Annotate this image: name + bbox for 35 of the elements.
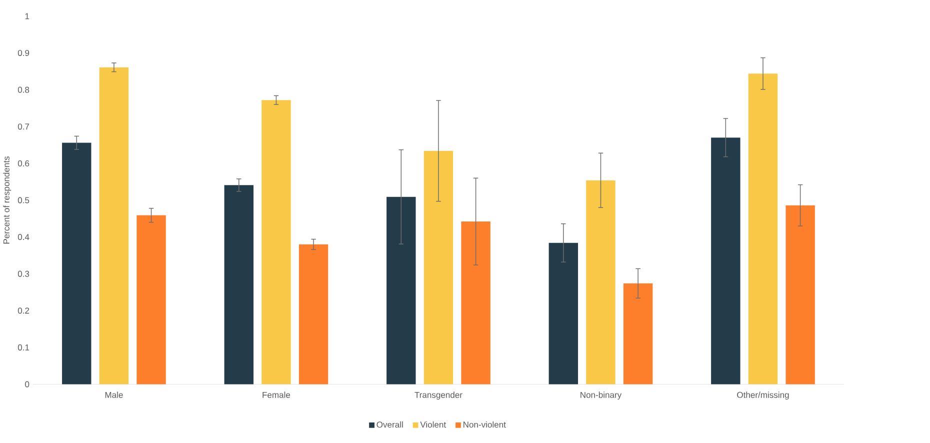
y-tick-label: 0.1 [18, 344, 30, 350]
y-tick-label: 0.9 [18, 50, 30, 56]
x-tick-label: Male [105, 392, 123, 398]
x-tick-label: Transgender [414, 392, 462, 400]
y-axis-title: Percent of respondents [3, 156, 12, 244]
bar [262, 100, 291, 384]
x-tick-label: Female [262, 392, 290, 398]
bar [461, 221, 490, 384]
bar [62, 142, 92, 384]
y-tick-label: 1 [25, 13, 30, 19]
y-tick-label: 0 [25, 381, 30, 388]
legend-label: Non-violent [464, 421, 506, 428]
y-tick-label: 0.2 [18, 308, 30, 314]
bar [748, 73, 778, 384]
bar [548, 242, 578, 384]
y-tick-label: 0.3 [18, 270, 30, 277]
y-tick-label: 0.5 [18, 197, 30, 204]
bar [586, 180, 616, 384]
bar [786, 205, 815, 384]
bar [424, 150, 454, 384]
x-tick-label: Non-binary [580, 392, 622, 400]
bar [386, 196, 416, 384]
bar [711, 138, 740, 384]
y-tick-label: 0.7 [18, 123, 30, 130]
y-tick-label: 0.6 [18, 160, 30, 166]
legend-label: Violent [420, 421, 446, 428]
bar [224, 185, 254, 384]
bar [298, 244, 328, 384]
y-tick-label: 0.8 [18, 86, 30, 93]
bar [99, 67, 129, 384]
y-tick-label: 0.4 [18, 234, 30, 240]
bar [623, 283, 653, 384]
legend-label: Overall [376, 421, 403, 428]
x-tick-label: Other/missing [737, 392, 789, 400]
bar [136, 215, 166, 384]
